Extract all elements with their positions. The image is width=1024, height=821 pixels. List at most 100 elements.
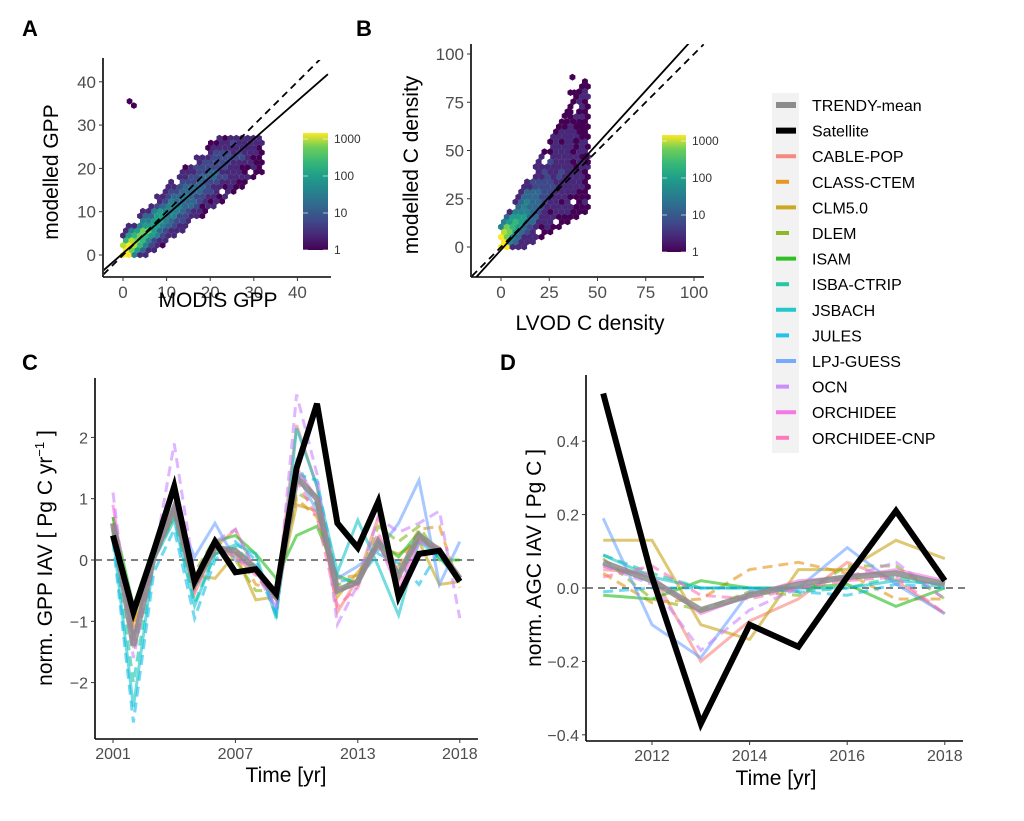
hexbin-cell (564, 128, 571, 136)
hexbin-cell (582, 88, 588, 95)
x-tick-label: 2001 (95, 746, 131, 763)
hexbin-cell (227, 173, 234, 181)
hexbin-cell (162, 227, 169, 234)
hexbin-cell (174, 217, 180, 225)
legend-label: ORCHIDEE-CNP (812, 431, 936, 448)
hexbin-cell (239, 173, 245, 181)
hexbin-cell (242, 149, 248, 156)
hexbin-cell (524, 228, 530, 236)
hexbin-cell (225, 168, 231, 176)
y-tick-label: −1 (70, 614, 88, 631)
y-tick-label: 25 (445, 190, 464, 209)
hexbin-cell (179, 207, 186, 215)
hexbin-cell (564, 198, 571, 206)
hexbin-cell (524, 198, 530, 206)
hexbin-cell (154, 242, 160, 249)
hexbin-cell (527, 203, 533, 211)
hexbin-cell (582, 168, 588, 176)
y-tick-label: 75 (445, 93, 464, 112)
hexbin-cell (242, 168, 248, 176)
hexbin-cell (244, 173, 251, 181)
hexbin-cell (140, 237, 146, 244)
hexbin-cell (573, 143, 580, 151)
hexbin-cell (222, 193, 228, 200)
hexbin-cell (179, 227, 186, 234)
hexbin-cell (182, 212, 189, 220)
series-line-orchidee-cnp (602, 564, 946, 615)
hexbin-cell (524, 178, 530, 186)
hexbin-cell (553, 148, 559, 156)
hexbin-cell (529, 238, 536, 246)
hexbin-cell (227, 183, 234, 191)
fit-lines-b (472, 44, 705, 277)
hexbin-cell (250, 154, 257, 161)
hexbin-cell (233, 144, 240, 152)
hexbin-cell (564, 168, 571, 176)
hexbin-cell (573, 193, 580, 201)
hexbin-cell (521, 193, 528, 201)
series-line-satellite (110, 402, 463, 623)
hexbin-cell (236, 168, 243, 176)
hexbin-cell (137, 222, 143, 230)
hexbin-cell (524, 188, 530, 196)
hexbin-cell-outlier (569, 73, 576, 81)
hexbin-cell (176, 173, 183, 181)
hexbin-cell (208, 178, 214, 186)
hexbin-cell (518, 238, 525, 246)
hexbin-cell (547, 178, 554, 186)
hexbin-cell (210, 203, 217, 210)
x-tick-label: 2012 (634, 748, 670, 765)
hexbin-cell (188, 173, 194, 181)
y-tick-label: 20 (77, 159, 96, 178)
hexbin-cell (236, 178, 243, 186)
hexbin-cell (584, 123, 591, 131)
hexbin-cell (157, 227, 163, 234)
colorbar-ticks-b: 1 10 100 1000 (662, 134, 719, 259)
x-tick-label: 2013 (340, 746, 376, 763)
hexbin-cell-outlier (579, 122, 585, 129)
hexbin-cell (213, 198, 220, 205)
hexbin-cell (137, 251, 143, 259)
hexbin-cell (219, 168, 225, 176)
hexbin-cell (128, 227, 135, 234)
hexbin-cell (521, 233, 528, 241)
series-line-clm5-0 (603, 538, 946, 642)
hexbin-cell (205, 154, 211, 161)
y-axis-title-c-main: norm. GPP IAV [ Pg C yr (34, 457, 57, 686)
hexbin-cell (532, 203, 539, 211)
hexbin-cell (182, 203, 189, 210)
hexbin-cell-outlier (567, 108, 574, 116)
hexbin-cell (561, 213, 568, 221)
hexbin-cell (553, 178, 559, 186)
hexbin-cell (210, 164, 217, 171)
legend-item: CLM5.0 (776, 200, 868, 217)
legend-label: JULES (812, 328, 862, 345)
x-tick-label: 0 (118, 283, 127, 302)
hexbin-cell-outlier (573, 137, 580, 145)
ticks-d: 2012 2014 2016 2018 −0.4 −0.2 0.0 0.2 0.4 (547, 434, 962, 765)
hexbin-cell (157, 198, 163, 205)
hexbin-cell (151, 227, 157, 234)
hexbin-cell (550, 153, 557, 161)
hexbin-cell (538, 213, 545, 221)
hexbin-cell (148, 203, 155, 210)
hexbin-cell (131, 232, 138, 239)
hexbin-cell (570, 118, 577, 125)
hexbin-cell (547, 208, 554, 216)
hexbin-cell (242, 159, 248, 166)
hexbin-cell (535, 218, 542, 226)
hexbin-cell (151, 237, 157, 244)
hexbin-cell (256, 164, 262, 171)
hexbin-cell (174, 227, 180, 234)
panel-label-d: D (500, 350, 516, 375)
hexbin-cell (506, 228, 513, 236)
hexbin-cell (521, 203, 528, 211)
hexbin-cell (553, 168, 559, 176)
hexbin-cell (515, 213, 522, 221)
hexbin-cell (193, 154, 200, 161)
hexbin-cell (213, 149, 220, 156)
x-tick-label: 50 (588, 283, 607, 302)
hexbin-cell (230, 178, 237, 186)
hexbin-cell (512, 198, 519, 206)
colorbar-ticks-a: 1 10 100 1000 (303, 132, 361, 257)
